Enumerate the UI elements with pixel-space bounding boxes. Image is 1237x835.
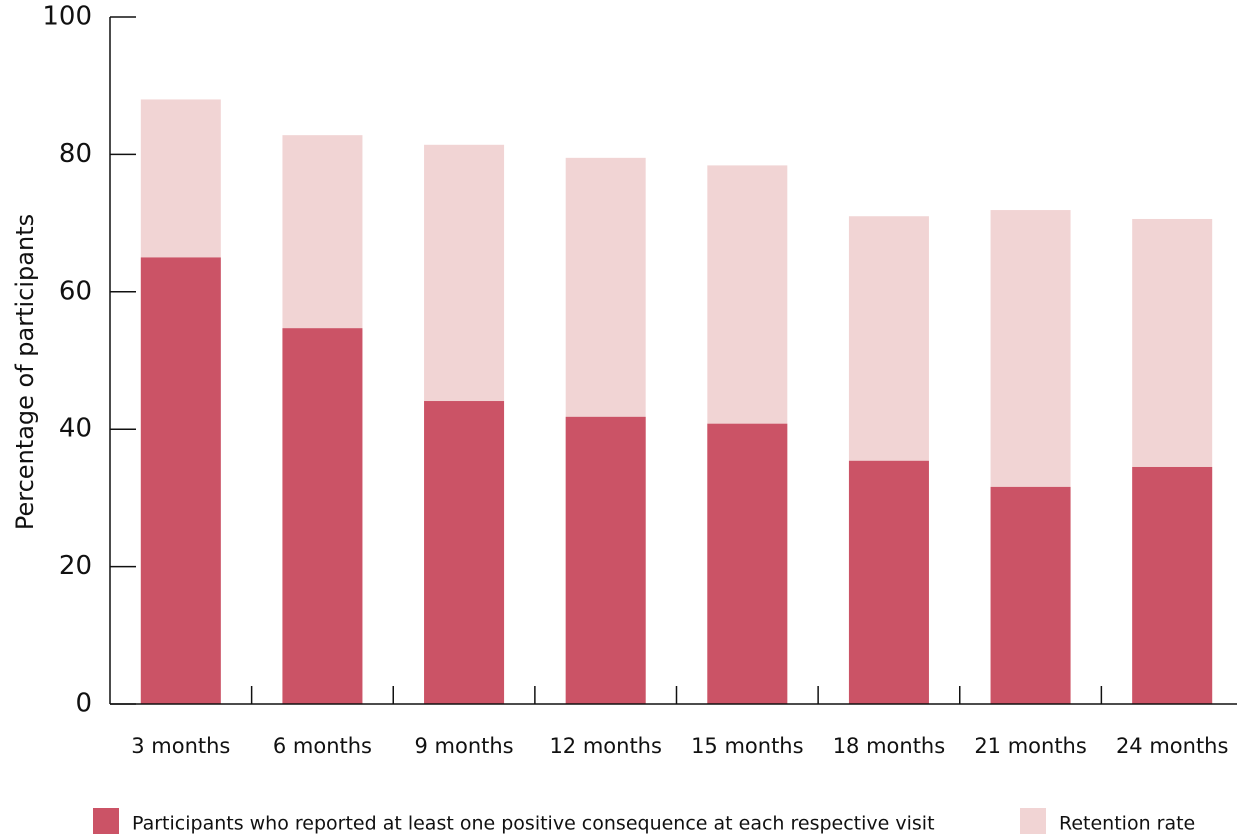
bar bbox=[565, 416, 646, 704]
x-tick-label: 6 months bbox=[273, 734, 372, 758]
bar bbox=[1132, 466, 1213, 704]
legend-swatch bbox=[93, 808, 119, 834]
y-tick-label: 100 bbox=[42, 2, 92, 32]
legend-label: Participants who reported at least one p… bbox=[132, 813, 935, 835]
y-tick-label: 0 bbox=[75, 689, 92, 719]
y-tick-label: 80 bbox=[59, 139, 92, 169]
bar bbox=[848, 460, 929, 704]
x-tick-label: 24 months bbox=[1116, 734, 1229, 758]
x-tick-label: 12 months bbox=[549, 734, 662, 758]
x-tick-label: 18 months bbox=[833, 734, 946, 758]
y-tick-label: 20 bbox=[59, 551, 92, 581]
bar bbox=[424, 401, 505, 704]
bar bbox=[990, 486, 1071, 704]
bar bbox=[707, 423, 788, 704]
legend-swatch bbox=[1020, 808, 1046, 834]
x-tick-label: 3 months bbox=[131, 734, 230, 758]
bar bbox=[282, 328, 363, 704]
y-tick-label: 40 bbox=[59, 414, 92, 444]
bar bbox=[140, 257, 221, 704]
y-tick-label: 60 bbox=[59, 276, 92, 306]
legend-label: Retention rate bbox=[1059, 813, 1195, 835]
x-tick-label: 9 months bbox=[414, 734, 513, 758]
x-tick-label: 21 months bbox=[974, 734, 1087, 758]
x-tick-label: 15 months bbox=[691, 734, 804, 758]
y-axis-label: Percentage of participants bbox=[11, 214, 39, 530]
